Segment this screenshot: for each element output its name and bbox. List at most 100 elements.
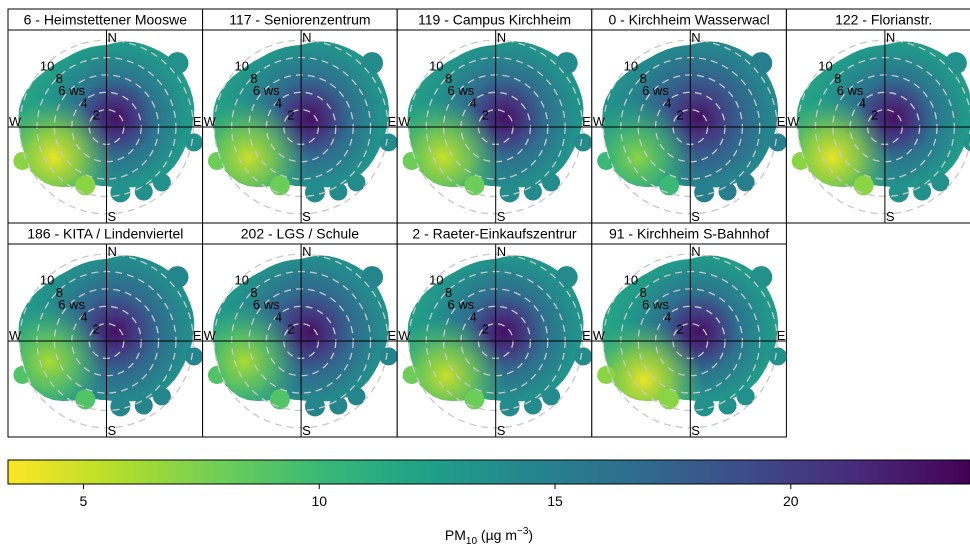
colorbar-tick-label: 5 (80, 493, 88, 509)
edge-blob (659, 389, 680, 410)
ws-ring-label: 4 (275, 95, 282, 110)
ws-ring-label: 8 (445, 285, 452, 300)
edge-blob (791, 151, 810, 170)
direction-label-east: E (193, 328, 202, 343)
direction-label-south: S (302, 423, 311, 438)
panel-title: 117 - Seniorenzentrum (229, 12, 370, 28)
edge-blob (13, 365, 32, 384)
edge-blob (750, 52, 773, 75)
ws-ring-label: 10 (429, 273, 443, 288)
edge-blob (694, 396, 715, 417)
edge-blob (329, 182, 348, 201)
ws-ring-label: 2 (676, 108, 683, 123)
ws-ring-label: 4 (275, 309, 282, 324)
direction-label-east: E (388, 114, 397, 129)
direction-label-south: S (691, 209, 700, 224)
direction-label-north: N (302, 30, 311, 45)
colorbar-tick-label: 20 (783, 493, 799, 509)
ws-ring-label: 10 (234, 273, 248, 288)
ws-ring-label: 8 (445, 71, 452, 86)
edge-blob (963, 133, 970, 152)
edge-blob (75, 175, 96, 196)
edge-blob (207, 365, 226, 384)
direction-label-south: S (691, 423, 700, 438)
panel-title: 186 - KITA / Lindenviertel (27, 226, 183, 242)
panel-title: 0 - Kirchheim Wasserwacl (608, 12, 769, 28)
edge-blob (207, 151, 226, 170)
direction-label-west: W (398, 114, 411, 129)
ws-ring-label: 6 ws (58, 297, 85, 312)
direction-label-west: W (204, 328, 217, 343)
edge-blob (361, 266, 384, 289)
edge-blob (464, 389, 485, 410)
edge-blob (75, 389, 96, 410)
direction-label-south: S (302, 209, 311, 224)
colorbar: 5 10 15 20 (7, 459, 970, 509)
ws-ring-label: 2 (287, 322, 294, 337)
edge-blob (574, 347, 592, 366)
ws-ring-label: 8 (56, 285, 63, 300)
panel-title: 6 - Heimstettener Mooswe (24, 12, 188, 28)
edge-blob (888, 182, 909, 203)
edge-blob (402, 151, 421, 170)
ws-ring-label: 2 (482, 108, 489, 123)
low-concentration-region (796, 41, 970, 188)
direction-label-west: W (9, 114, 22, 129)
panel-title: 119 - Campus Kirchheim (418, 12, 571, 28)
edge-blob (718, 396, 737, 415)
direction-label-east: E (777, 328, 786, 343)
colorbar-title-superscript: −3 (517, 526, 529, 537)
ws-ring-label: 4 (80, 309, 87, 324)
ws-ring-label: 8 (834, 71, 841, 86)
ws-ring-label: 6 ws (642, 83, 669, 98)
ws-ring-label: 6 ws (447, 83, 474, 98)
direction-label-south: S (886, 209, 895, 224)
direction-label-west: W (398, 328, 411, 343)
direction-label-north: N (691, 30, 700, 45)
direction-label-east: E (582, 114, 591, 129)
direction-label-east: E (193, 114, 202, 129)
edge-blob (134, 396, 153, 415)
ws-ring-label: 10 (624, 273, 638, 288)
edge-blob (402, 365, 421, 384)
ws-ring-label: 2 (93, 108, 100, 123)
ws-ring-label: 6 ws (837, 83, 864, 98)
ws-ring-label: 10 (818, 59, 832, 74)
panel-title: 91 - Kirchheim S-Bahnhof (609, 226, 769, 242)
colorbar-title-unit: (µg m (477, 527, 517, 543)
ws-ring-label: 8 (250, 285, 257, 300)
ws-ring-label: 6 ws (253, 297, 280, 312)
edge-blob (184, 347, 203, 366)
edge-blob (269, 175, 290, 196)
edge-blob (347, 173, 366, 192)
edge-blob (110, 396, 131, 417)
edge-blob (659, 175, 680, 196)
ws-ring-label: 2 (871, 108, 878, 123)
edge-blob (768, 133, 787, 152)
ws-ring-label: 2 (676, 322, 683, 337)
direction-label-west: W (9, 328, 22, 343)
edge-blob (718, 182, 737, 201)
direction-label-north: N (302, 244, 311, 259)
direction-label-west: W (787, 114, 800, 129)
edge-blob (913, 182, 932, 201)
ws-ring-label: 8 (56, 71, 63, 86)
ws-ring-label: 4 (664, 95, 671, 110)
edge-blob (931, 173, 950, 192)
ws-ring-label: 10 (429, 59, 443, 74)
ws-ring-label: 4 (470, 309, 477, 324)
direction-label-east: E (582, 328, 591, 343)
ws-ring-label: 8 (640, 71, 647, 86)
ws-ring-label: 6 ws (253, 83, 280, 98)
